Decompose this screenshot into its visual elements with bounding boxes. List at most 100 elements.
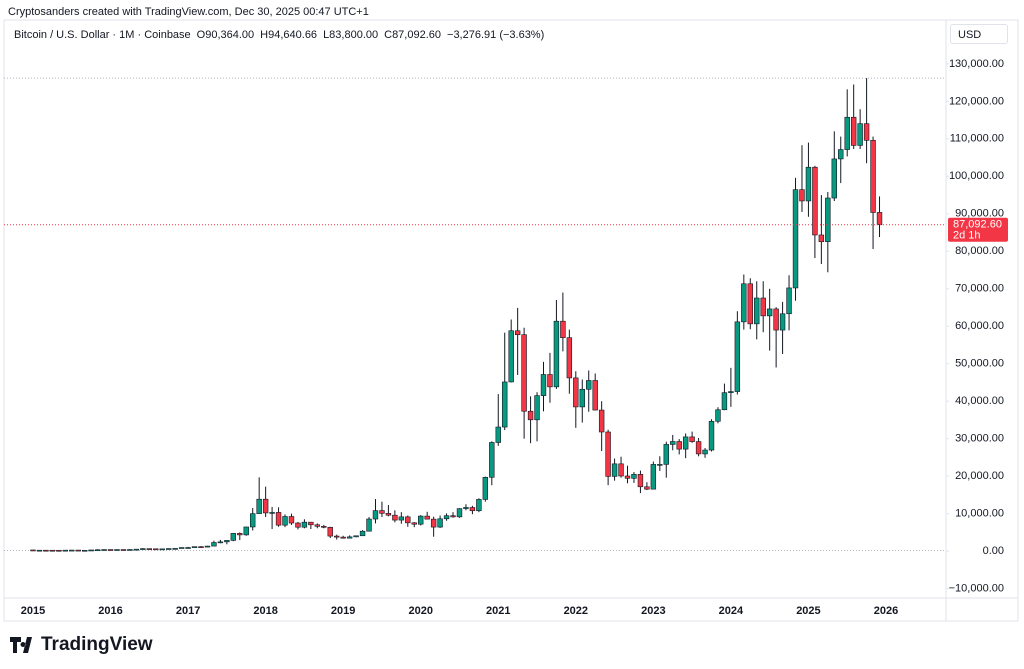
x-tick-label: 2021 (486, 605, 510, 617)
candle-body (359, 530, 366, 537)
candle-body (870, 140, 876, 213)
candle-body (611, 463, 618, 477)
candle-body (825, 197, 831, 243)
candle-body (850, 116, 857, 146)
candle-body (166, 548, 172, 550)
candle-body (443, 515, 450, 520)
candle-body (676, 441, 682, 450)
candle-body (398, 516, 405, 521)
candle-body (831, 158, 837, 199)
y-tick-label: 0.00 (983, 545, 1004, 557)
currency-button[interactable]: USD (950, 24, 1008, 44)
candle-body (844, 116, 850, 150)
candle-body (211, 542, 217, 547)
candle-body (741, 283, 747, 323)
candle-body (708, 420, 715, 451)
candle-body (140, 548, 146, 550)
candle-body (786, 287, 792, 315)
candle-body (262, 498, 269, 514)
candle-body (120, 549, 127, 551)
x-tick-label: 2022 (564, 605, 588, 617)
candle-body (282, 516, 288, 526)
candle-body (760, 297, 766, 317)
candle-body (101, 549, 107, 551)
candle-body (94, 549, 101, 552)
y-tick-label: 80,000.00 (955, 245, 1004, 257)
candle-body (411, 522, 417, 525)
candle-body (489, 442, 495, 478)
candle-body (476, 499, 482, 512)
candle-body (204, 545, 211, 548)
candle-body (237, 533, 243, 536)
candle-body (521, 334, 527, 412)
x-tick-label: 2025 (796, 605, 820, 617)
x-tick-label: 2019 (331, 605, 355, 617)
candle-body (812, 166, 818, 236)
candle-body (547, 374, 553, 388)
ohlc-close: C87,092.60 (384, 29, 442, 41)
y-tick-label: 10,000.00 (955, 508, 1004, 520)
candle-body (624, 475, 631, 479)
candle-body (385, 513, 392, 516)
logo-text: TradingView (41, 634, 153, 655)
candle-body (159, 548, 165, 551)
candle-body (650, 464, 657, 490)
candle-body (379, 510, 385, 514)
candle-body (69, 549, 75, 552)
candle-body (598, 409, 605, 433)
symbol-header: Bitcoin / U.S. Dollar · 1M · Coinbase O9… (14, 29, 544, 41)
candle-body (198, 546, 204, 548)
x-tick-label: 2017 (176, 605, 200, 617)
y-tick-label: −10,000.00 (949, 583, 1004, 595)
y-tick-label: 40,000.00 (955, 395, 1004, 407)
candle-body (566, 337, 573, 379)
candle-body (392, 514, 398, 521)
candle-body (766, 308, 773, 317)
candle-body (495, 426, 501, 443)
candle-body (469, 507, 476, 512)
candle-body (805, 166, 812, 202)
candle-body (424, 515, 430, 520)
candle-body (30, 549, 36, 552)
candle-body (618, 463, 624, 477)
candle-body (153, 548, 159, 551)
candle-body (586, 380, 592, 390)
candle-body (754, 297, 760, 325)
candle-body (75, 549, 81, 552)
candle-body (340, 536, 346, 539)
candle-body (81, 549, 88, 552)
candle-body (224, 540, 230, 543)
candle-body (702, 449, 708, 455)
ohlc-high: H94,640.66 (260, 29, 318, 41)
logo: TradingView (10, 634, 153, 656)
candle-body (250, 513, 256, 528)
candle-body (605, 431, 611, 477)
candle-body (114, 549, 120, 551)
candle-body (715, 409, 721, 422)
candle-body (172, 548, 178, 550)
candle-body (88, 549, 94, 552)
candle-body (405, 516, 411, 524)
last-price-label: 87,092.60 (953, 219, 1002, 231)
candle-body (185, 547, 191, 549)
y-tick-label: 120,000.00 (949, 95, 1004, 107)
y-tick-label: 90,000.00 (955, 208, 1004, 220)
candle-body (49, 549, 56, 552)
chart-frame (3, 19, 1019, 622)
symbol: Bitcoin / U.S. Dollar · 1M · Coinbase (14, 29, 191, 41)
candle-body (534, 395, 540, 421)
x-tick-label: 2015 (21, 605, 45, 617)
ohlc-open: O90,364.00 (196, 29, 255, 41)
candle-body (346, 536, 353, 539)
ohlc-change: −3,276.91 (−3.63%) (447, 29, 545, 41)
candle-body (133, 548, 140, 551)
candle-body (670, 441, 676, 445)
candle-body (321, 525, 327, 528)
candle-body (437, 518, 443, 528)
candle-body (327, 526, 333, 537)
candle-body (799, 189, 805, 202)
candle-body (502, 381, 508, 428)
attribution: Cryptosanders created with TradingView.c… (8, 6, 369, 18)
candle-body (792, 189, 799, 289)
